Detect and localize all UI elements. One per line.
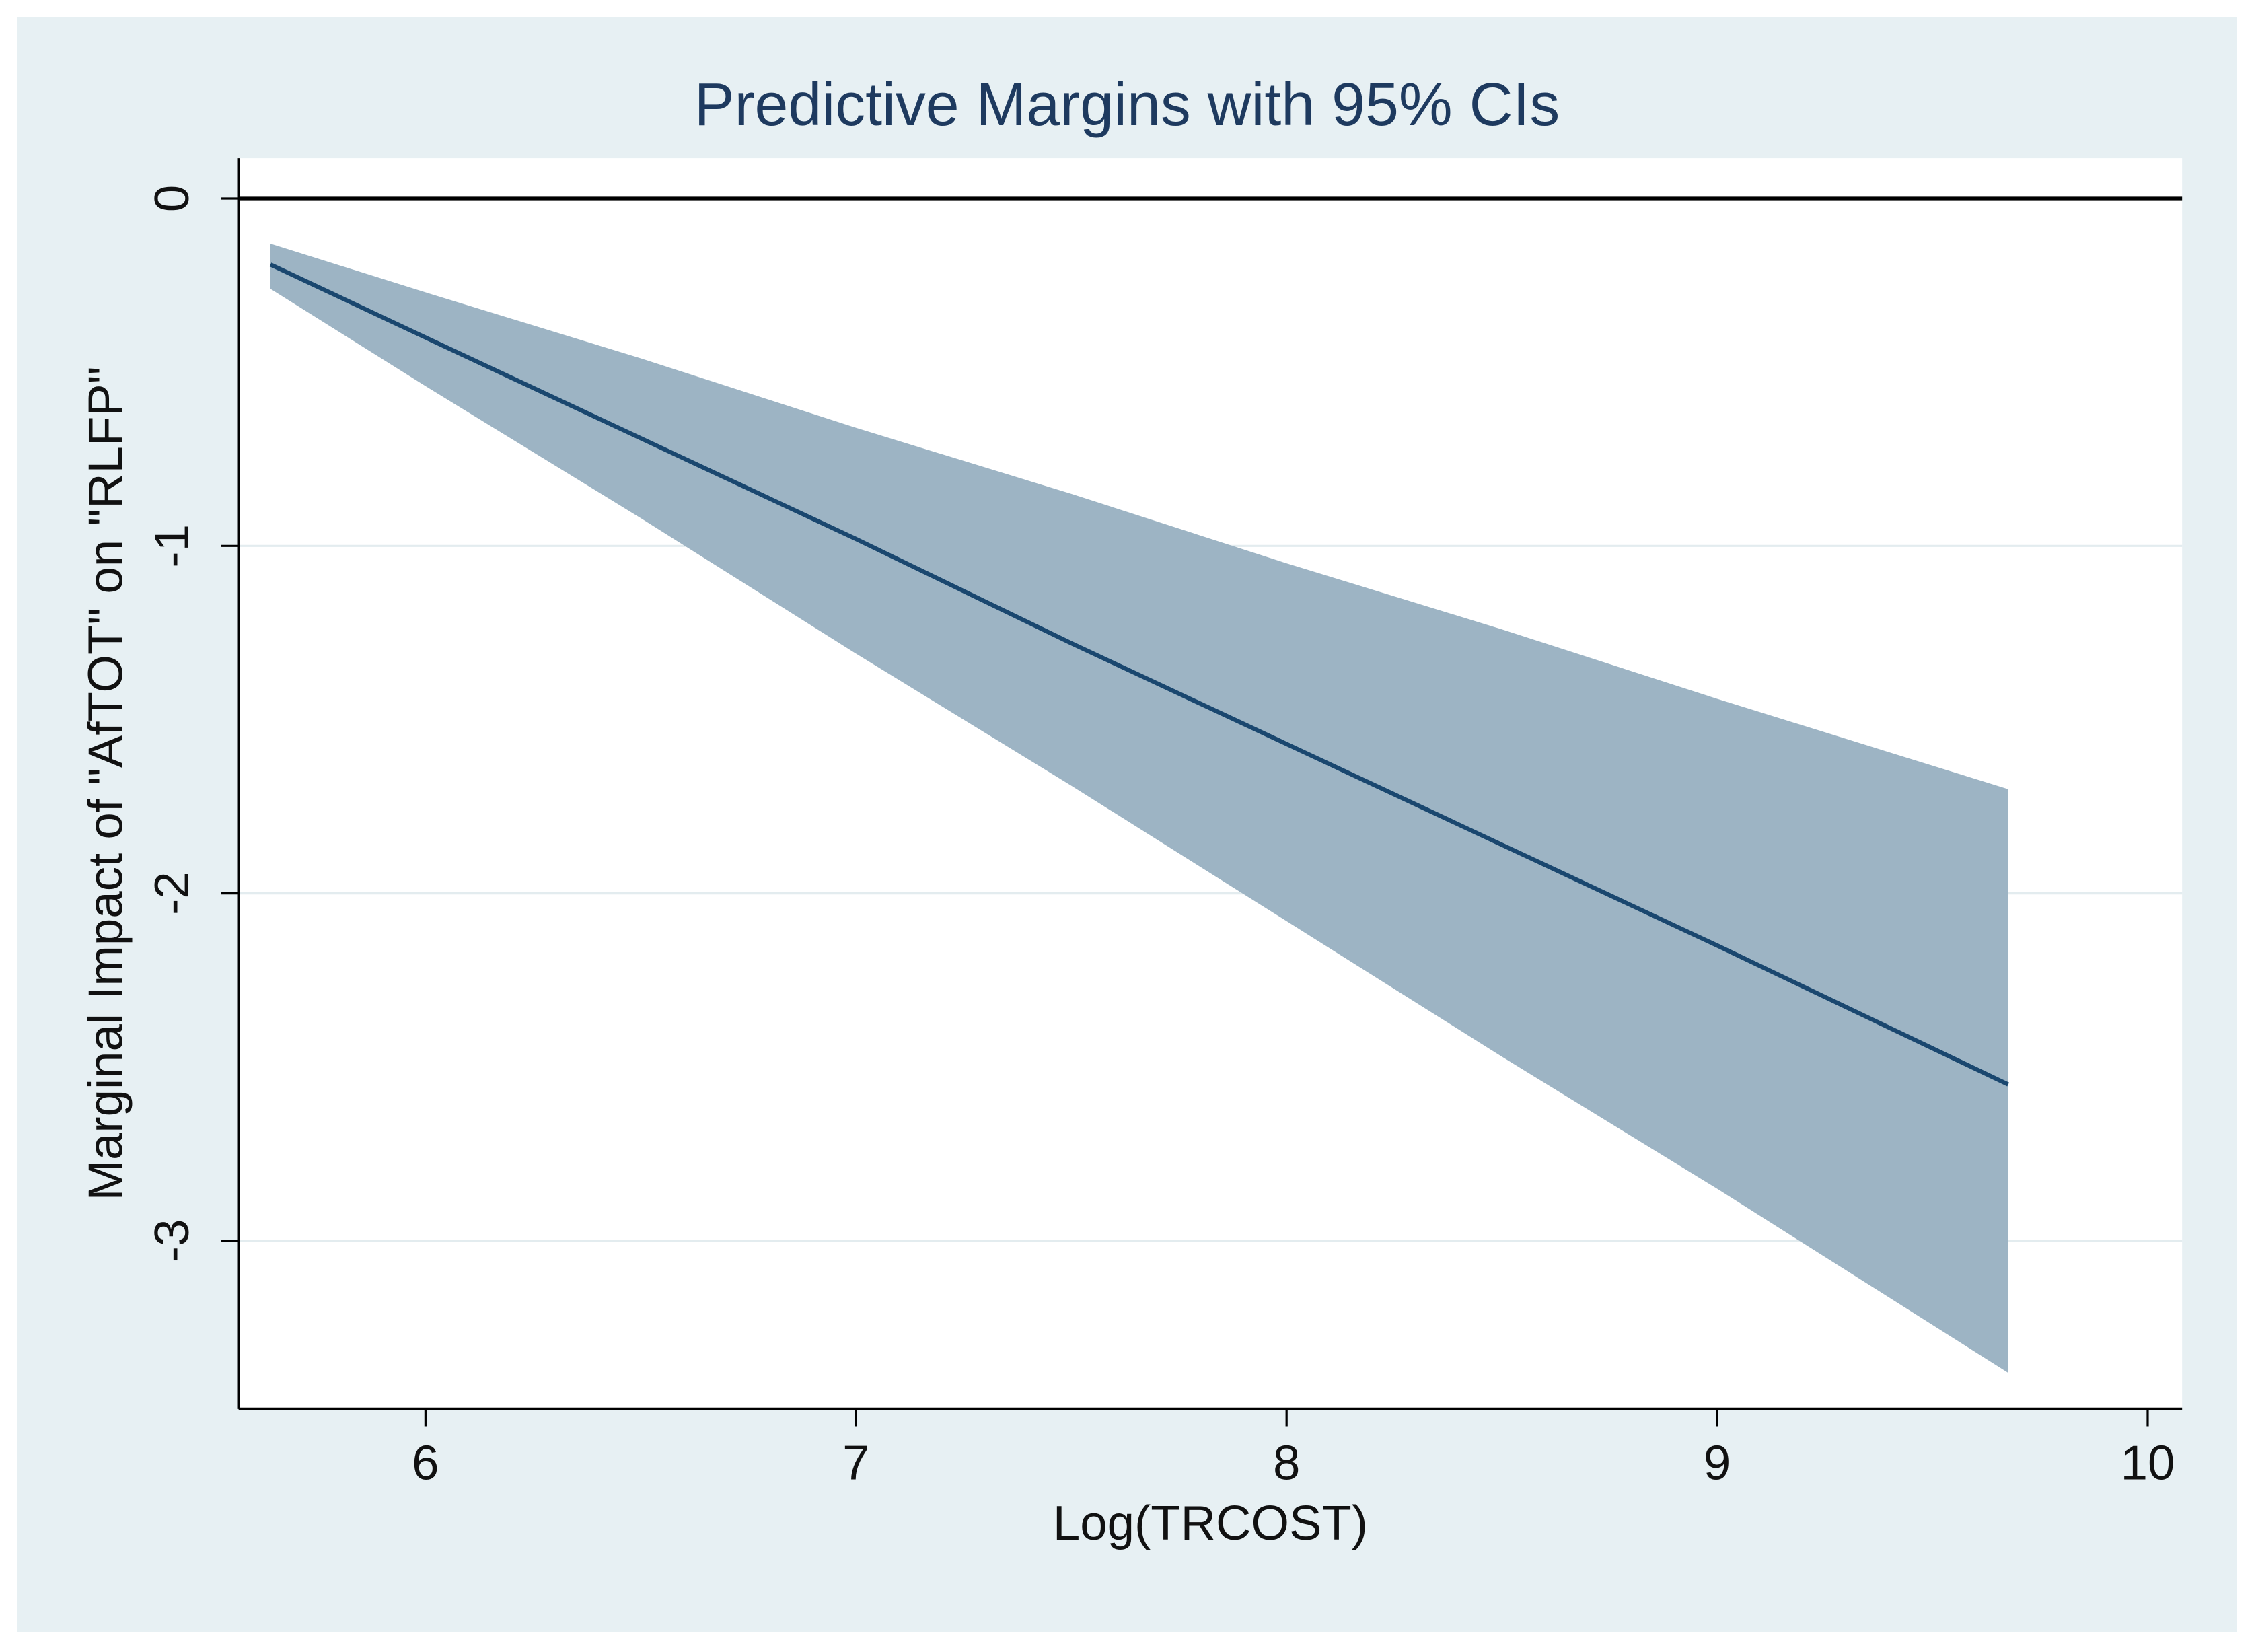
y-tick-label: 0 [145,185,199,212]
y-tick-label: -3 [145,1219,199,1263]
y-tick-label: -2 [145,871,199,915]
y-tick-label: -1 [145,524,199,568]
ci-band [270,244,2008,1373]
x-tick-label: 8 [1273,1435,1300,1490]
margin-line [269,262,2010,1087]
y-axis-label: Marginal Impact of "AfTOT" on "RLFP" [79,366,133,1200]
x-tick-label: 10 [2121,1435,2175,1490]
x-tick-label: 9 [1704,1435,1731,1490]
x-tick-label: 6 [412,1435,439,1490]
x-axis-label: Log(TRCOST) [1053,1496,1368,1550]
chart-title: Predictive Margins with 95% CIs [694,71,1560,139]
x-tick-label: 7 [842,1435,869,1490]
